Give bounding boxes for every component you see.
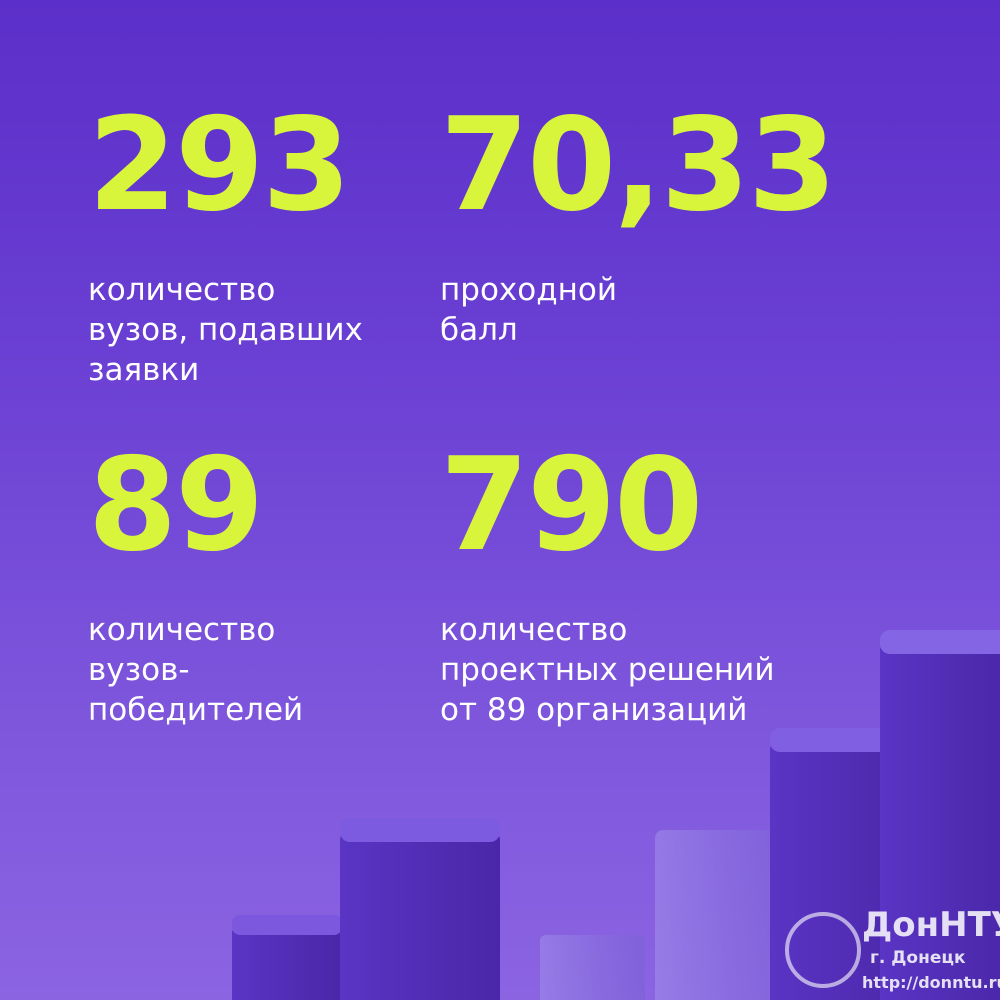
bar-shape	[340, 818, 500, 1000]
stat-value: 790	[440, 431, 703, 580]
stat: 293 количество вузов, подавших заявки	[88, 102, 363, 390]
label-line: вузов, подавших	[88, 312, 363, 348]
label-line: заявки	[88, 352, 200, 388]
label-line: проходной	[440, 272, 618, 308]
label-line: количество	[440, 612, 628, 648]
stat-value: 70,33	[440, 91, 837, 240]
label-line: вузов-	[88, 652, 190, 688]
stat: 790 количество проектных решений от 89 орг…	[440, 442, 774, 730]
label-line: победителей	[88, 692, 304, 728]
stat-label: количество вузов, подавших заявки	[88, 270, 363, 390]
stat: 70,33 проходной балл	[440, 91, 837, 350]
stat-label: проходной балл	[440, 270, 835, 350]
label-line: балл	[440, 312, 518, 348]
stat-label: количество вузов-победителей	[88, 610, 303, 730]
label-line: от 89 организаций	[440, 692, 748, 728]
watermark-city: г. Донецк	[870, 948, 966, 968]
bar-shape	[540, 935, 645, 1000]
stat-label: количество проектных решений от 89 организ…	[440, 610, 774, 730]
stat-value: 293	[88, 91, 351, 240]
bar-shape	[880, 630, 1000, 1000]
label-line: количество	[88, 612, 276, 648]
label-line: количество	[88, 272, 276, 308]
watermark-url: http://donntu.ru	[862, 973, 1000, 992]
bar-shape	[232, 915, 342, 1000]
stat-value: 89	[88, 431, 264, 580]
bar-shape	[655, 830, 800, 1000]
stat: 89 количество вузов-победителей	[88, 442, 303, 730]
logo	[785, 912, 861, 988]
watermark-name: ДонНТУ	[862, 905, 1000, 945]
label-line: проектных решений	[440, 652, 775, 688]
